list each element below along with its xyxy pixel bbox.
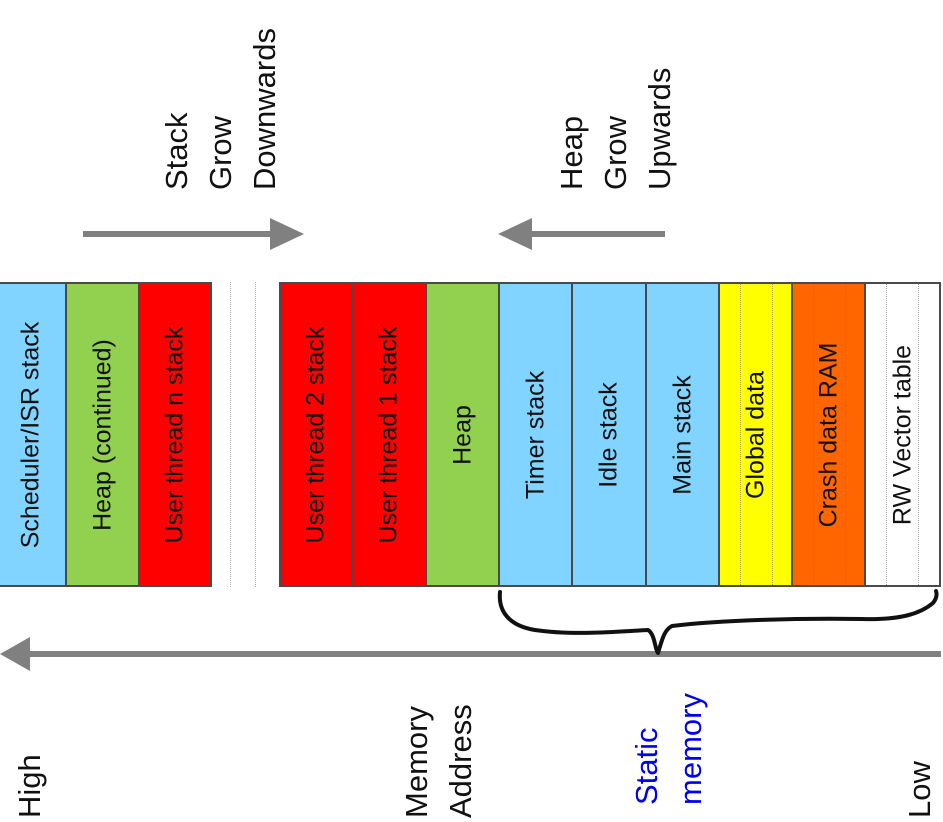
low-label: Low: [902, 761, 937, 818]
block-user-thread-n-stack: User thread n stack: [138, 282, 212, 587]
block-crash-data-ram: Crash data RAM: [791, 282, 866, 587]
block-timer-stack: Timer stack: [498, 282, 573, 587]
heap-grow-arrow: [498, 218, 665, 250]
block-heap: Heap: [425, 282, 500, 587]
stack-grow-label: Stack Grow Downwards: [159, 28, 282, 190]
gap-dots-right: [255, 282, 256, 587]
stack-grow-arrow: [83, 218, 304, 250]
block-main-stack: Main stack: [645, 282, 720, 587]
memory-address-label: Memory Address: [399, 704, 478, 818]
heap-grow-label: Heap Grow Upwards: [554, 67, 677, 190]
block-global-data: Global data: [718, 282, 793, 587]
gap-dots-left: [230, 282, 231, 587]
block-user-thread-1-stack: User thread 1 stack: [351, 282, 427, 587]
block-heap-continued: Heap (continued): [65, 282, 140, 587]
memory-address-arrow: [0, 637, 941, 671]
static-memory-brace: [497, 589, 939, 655]
block-scheduler-isr-stack: Scheduler/ISR stack: [0, 282, 67, 587]
high-label: High: [12, 754, 47, 818]
block-user-thread-2-stack: User thread 2 stack: [279, 282, 353, 587]
block-idle-stack: Idle stack: [571, 282, 647, 587]
static-memory-label: Static memory: [629, 693, 708, 805]
block-rw-vector-table: RW Vector table: [864, 282, 941, 587]
